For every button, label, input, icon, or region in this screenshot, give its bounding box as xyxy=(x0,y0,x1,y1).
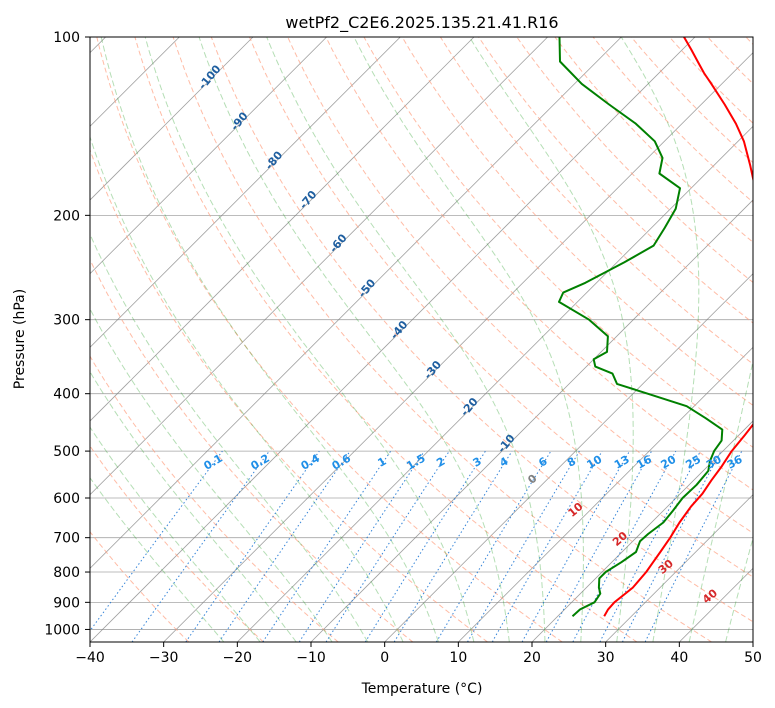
y-tick-label: 500 xyxy=(53,444,80,460)
moist-adiabat-line xyxy=(100,37,439,642)
mixing-ratio-line xyxy=(545,450,653,642)
moist-adiabat-line xyxy=(198,37,510,642)
mixing-ratio-line xyxy=(218,450,351,642)
dry-adiabat-line xyxy=(210,37,753,623)
mixing-ratio-line xyxy=(393,450,513,642)
isotherm-line xyxy=(310,199,753,642)
x-axis-ticks: −40 −30 −20 −10 0 10 20 30 40 50 xyxy=(75,642,762,666)
x-tick-label: 50 xyxy=(744,650,762,666)
moist-adiabat-line xyxy=(266,37,546,642)
x-tick-label: −10 xyxy=(296,650,326,666)
x-tick-label: −20 xyxy=(223,650,253,666)
x-tick-label: 40 xyxy=(670,650,688,666)
moist-adiabat-line xyxy=(353,37,584,642)
plot-frame xyxy=(89,36,754,643)
x-tick-label: −30 xyxy=(149,650,179,666)
x-tick-label: 20 xyxy=(523,650,541,666)
y-tick-label: 800 xyxy=(53,565,80,581)
dry-adiabat-line xyxy=(90,531,190,642)
dry-adiabat-line xyxy=(96,37,563,642)
y-tick-label: 200 xyxy=(53,208,80,224)
y-tick-label: 300 xyxy=(53,313,80,329)
isotherm-line xyxy=(90,37,696,642)
x-axis-label: Temperature (°C) xyxy=(361,681,483,697)
series-layer xyxy=(558,37,753,617)
mixing-ratio-line xyxy=(131,450,270,642)
moist-adiabat-line xyxy=(90,232,369,642)
dry-adiabat-line xyxy=(516,37,753,284)
dry-adiabat-line xyxy=(90,148,488,642)
dry-adiabat-line xyxy=(90,445,264,642)
dry-adiabat-line xyxy=(90,355,339,642)
mixing-ratio-line xyxy=(572,450,677,642)
mixing-ratio-line xyxy=(262,450,392,642)
isotherm-line xyxy=(90,37,327,275)
moist-adiabat-line xyxy=(90,426,261,642)
isotherm-line xyxy=(90,37,548,496)
y-tick-label: 400 xyxy=(53,387,80,403)
mixing-ratio-line xyxy=(644,450,743,642)
dry-adiabat-line xyxy=(325,37,753,491)
moist-adiabat-line xyxy=(144,37,475,642)
dry-adiabat-line xyxy=(249,37,753,578)
x-tick-label: 30 xyxy=(597,650,615,666)
y-tick-label: 900 xyxy=(53,595,80,611)
x-tick-label: −40 xyxy=(75,650,105,666)
isotherm-line xyxy=(458,346,753,642)
moist-adiabat-line xyxy=(688,358,753,642)
moist-adiabat-line xyxy=(620,37,700,642)
isotherm-line xyxy=(531,420,753,642)
dry-adiabat-line xyxy=(172,37,712,642)
isotherm-line xyxy=(605,494,753,642)
dry-adiabat-line xyxy=(401,37,753,406)
temperature-profile-line xyxy=(603,37,753,617)
y-tick-label: 700 xyxy=(53,531,80,547)
chart-title: wetPf2_C2E6.2025.135.21.41.R16 xyxy=(285,13,558,33)
x-tick-label: 10 xyxy=(449,650,467,666)
dry-adiabat-line xyxy=(439,37,753,365)
y-axis-label: Pressure (hPa) xyxy=(12,289,28,389)
mixing-ratio-line xyxy=(325,450,450,642)
mixing-ratio-line xyxy=(90,450,223,632)
dry-adiabat-line xyxy=(90,258,414,642)
mixing-ratio-line xyxy=(298,450,425,642)
y-axis-ticks: 100 200 300 400 500 600 700 800 900 1000 xyxy=(44,30,90,638)
isotherm-line xyxy=(384,273,753,642)
isotherm-line xyxy=(90,37,254,201)
y-tick-label: 1000 xyxy=(44,622,80,638)
moist-adiabat-line xyxy=(90,135,404,642)
isotherm-line xyxy=(90,37,475,422)
y-tick-label: 100 xyxy=(53,30,80,46)
isotherm-line xyxy=(90,37,622,569)
moist-adiabat-line xyxy=(90,476,225,642)
x-tick-label: 0 xyxy=(380,650,389,666)
isotherm-line xyxy=(163,52,753,642)
mixing-ratio-line xyxy=(185,450,320,642)
mixing-ratio-line xyxy=(521,450,630,642)
moist-adiabat-line xyxy=(90,370,297,642)
dewpoint-profile-line xyxy=(558,37,724,617)
y-tick-label: 600 xyxy=(53,491,80,507)
dry-adiabat-line xyxy=(134,37,638,642)
grid-layer xyxy=(90,37,753,642)
